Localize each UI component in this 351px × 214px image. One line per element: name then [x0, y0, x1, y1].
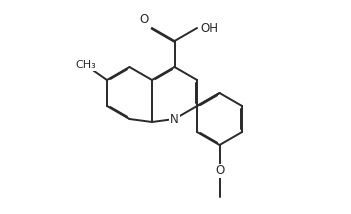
- Text: O: O: [140, 13, 149, 26]
- Text: CH₃: CH₃: [75, 60, 96, 70]
- Text: N: N: [170, 113, 179, 125]
- Text: OH: OH: [200, 21, 218, 34]
- Text: O: O: [215, 165, 224, 177]
